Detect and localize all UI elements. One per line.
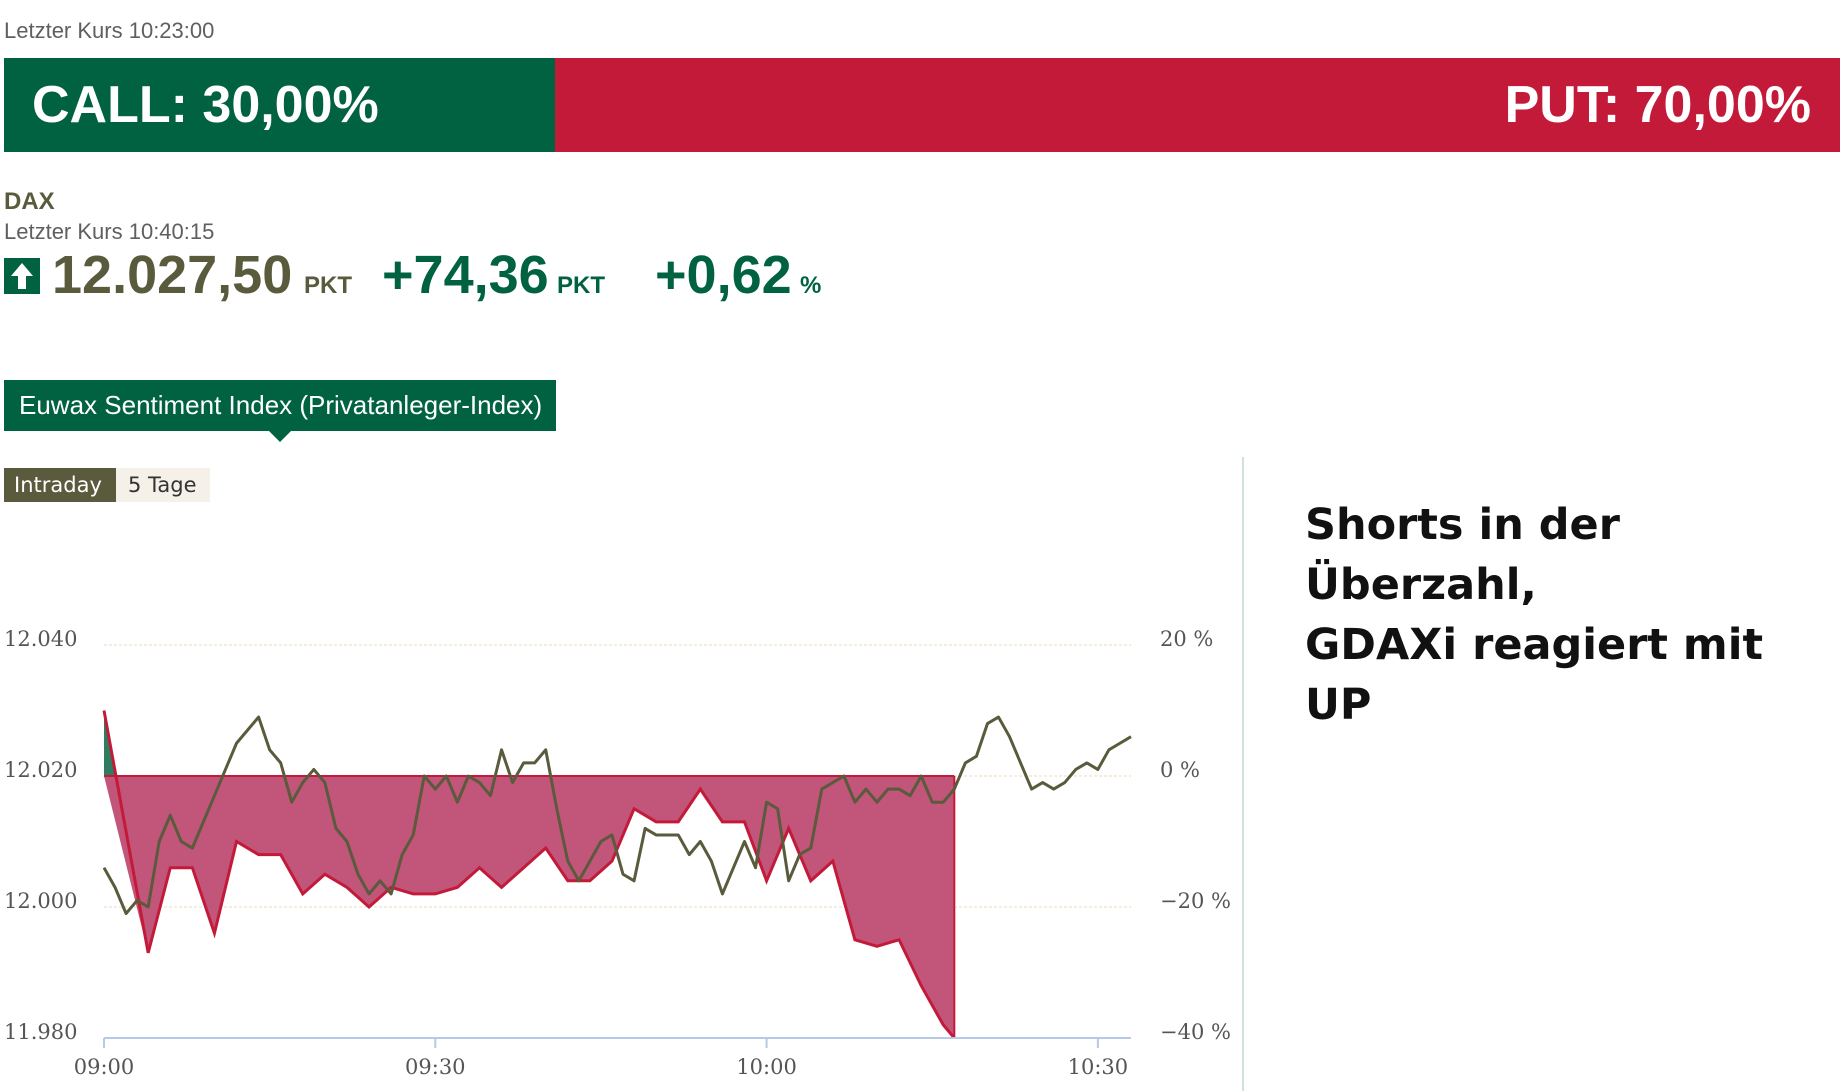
change-abs-unit: PKT xyxy=(557,272,605,299)
x-tick-label: 09:30 xyxy=(405,1055,466,1079)
change-absolute: +74,36 xyxy=(382,245,549,305)
left-tick-label: 12.040 xyxy=(4,627,77,651)
index-price: 12.027,50 xyxy=(52,245,293,305)
x-tick-label: 10:00 xyxy=(736,1055,797,1079)
call-label: CALL: 30,00% xyxy=(32,76,379,134)
index-last-price-time: Letzter Kurs 10:40:15 xyxy=(4,219,215,244)
up-arrow-icon xyxy=(4,258,40,294)
range-intraday-button[interactable]: Intraday xyxy=(4,468,116,502)
left-tick-label: 11.980 xyxy=(4,1020,77,1044)
panel-divider xyxy=(1242,457,1244,1091)
put-label: PUT: 70,00% xyxy=(1504,76,1811,134)
tab-active-caret xyxy=(268,430,292,442)
annotation-line-2: GDAXi reagiert mit UP xyxy=(1305,620,1764,730)
last-price-time: Letzter Kurs 10:23:00 xyxy=(4,18,215,43)
sentiment-chart: 12.040 20 % 12.020 0 % 12.000 −20 % 11.980 −40 … xyxy=(4,627,1231,1079)
left-tick-label: 12.020 xyxy=(4,758,77,782)
change-pct-unit: % xyxy=(800,272,822,299)
sentiment-line xyxy=(102,710,956,1039)
left-tick-label: 12.000 xyxy=(4,889,77,913)
x-tick-label: 10:30 xyxy=(1068,1055,1129,1079)
right-tick-label: −20 % xyxy=(1160,889,1231,913)
right-tick-label: 20 % xyxy=(1160,627,1213,651)
call-put-ratio-bar: CALL: 30,00% PUT: 70,00% xyxy=(4,58,1840,152)
annotation-line-1: Shorts in der Überzahl, xyxy=(1305,500,1620,610)
tab-euwax-sentiment[interactable]: Euwax Sentiment Index (Privatanleger-Ind… xyxy=(4,380,556,431)
x-tick-label: 09:00 xyxy=(74,1055,135,1079)
right-tick-label: −40 % xyxy=(1160,1020,1231,1044)
right-tick-label: 0 % xyxy=(1160,758,1200,782)
price-unit: PKT xyxy=(304,272,352,299)
sentiment-negative-area xyxy=(104,776,955,1038)
call-segment: CALL: 30,00% xyxy=(4,58,555,152)
dax-line xyxy=(102,715,1132,916)
range-5-tage-button[interactable]: 5 Tage xyxy=(116,468,210,502)
change-percent: +0,62 xyxy=(655,245,792,305)
index-name: DAX xyxy=(4,188,55,215)
annotation-text: Shorts in der Überzahl, GDAXi reagiert m… xyxy=(1305,495,1842,735)
put-segment: PUT: 70,00% xyxy=(554,58,1840,152)
